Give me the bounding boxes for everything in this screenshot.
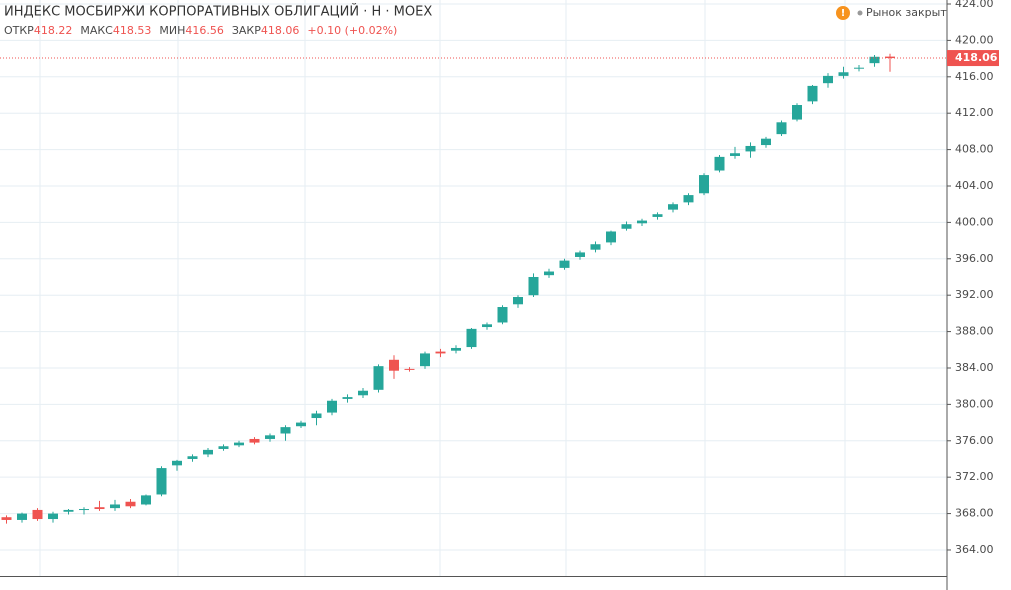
candle-body <box>528 276 539 296</box>
candle-body <box>699 175 709 194</box>
y-tick-label: 384.00 <box>955 361 994 374</box>
candle-body <box>683 195 694 203</box>
y-tick-label: 372.00 <box>955 470 994 483</box>
candle-body <box>311 413 322 419</box>
candle-body <box>807 85 818 102</box>
y-tick-label: 404.00 <box>955 179 994 192</box>
candle-body <box>94 507 105 510</box>
candle-body <box>544 271 554 276</box>
y-tick-label: 380.00 <box>955 397 994 410</box>
candle-body <box>218 446 229 449</box>
legend-close-label: ЗАКР <box>232 24 261 37</box>
legend-change: +0.10 (+0.02%) <box>307 24 397 37</box>
y-tick-label: 400.00 <box>955 215 994 228</box>
y-tick-label: 388.00 <box>955 325 994 338</box>
legend-low-value: 416.56 <box>185 24 224 37</box>
candle-body <box>637 220 647 224</box>
candle-body <box>714 156 725 171</box>
candle-body <box>342 397 353 399</box>
candle-body <box>265 435 275 439</box>
candle-body <box>435 351 446 354</box>
candle-body <box>327 400 337 413</box>
candle-body <box>358 390 368 396</box>
last-price-label: 418.06 <box>955 51 998 64</box>
candle-body <box>187 456 198 459</box>
chart-title: ИНДЕКС МОСБИРЖИ КОРПОРАТИВНЫХ ОБЛИГАЦИЙ … <box>4 4 432 20</box>
candle-body <box>296 422 306 427</box>
legend-open-value: 418.22 <box>34 24 73 37</box>
candle-body <box>559 260 570 268</box>
candle-body <box>1 517 12 520</box>
candle-body <box>280 427 291 434</box>
candle-body <box>792 105 802 120</box>
vertical-grid <box>0 0 947 576</box>
candle-body <box>745 145 756 152</box>
warning-mark: ! <box>841 8 846 19</box>
y-tick-label: 368.00 <box>955 507 994 520</box>
candle-body <box>389 359 399 371</box>
status-dot <box>857 10 863 16</box>
y-tick-label: 412.00 <box>955 106 994 119</box>
market-status: Рынок закрыт <box>866 6 947 19</box>
y-tick-label: 364.00 <box>955 543 994 556</box>
candle-body <box>668 204 678 210</box>
candle-body <box>249 438 260 443</box>
y-tick-label: 376.00 <box>955 434 994 447</box>
candle-body <box>451 347 461 351</box>
candle-body <box>854 67 864 69</box>
last-price-tag <box>947 50 999 67</box>
candle-body <box>575 252 585 257</box>
candle-body <box>63 509 74 512</box>
candle-body <box>32 509 43 520</box>
legend-open-label: ОТКР <box>4 24 34 37</box>
y-tick-label: 396.00 <box>955 252 994 265</box>
candle-body <box>141 495 151 505</box>
candle-body <box>606 231 616 243</box>
candle-body <box>203 449 213 455</box>
candle-body <box>48 513 58 520</box>
y-tick-label: 392.00 <box>955 288 994 301</box>
y-tick-label: 416.00 <box>955 70 994 83</box>
candle-body <box>497 307 508 323</box>
candle-body <box>513 297 523 305</box>
candle-body <box>869 56 880 64</box>
legend-close-value: 418.06 <box>261 24 300 37</box>
candle-body <box>838 72 849 76</box>
y-tick-label: 424.00 <box>955 0 994 10</box>
candle-body <box>172 460 182 466</box>
legend-high-value: 418.53 <box>113 24 152 37</box>
candle-body <box>823 75 833 84</box>
candle-body <box>156 468 167 495</box>
candle-body <box>17 513 27 520</box>
legend-high-label: МАКС <box>80 24 113 37</box>
candle-body <box>234 442 244 446</box>
candle-body <box>79 509 89 511</box>
candle-body <box>590 244 601 250</box>
y-tick-label: 408.00 <box>955 143 994 156</box>
candle-body <box>110 504 120 509</box>
candle-body <box>404 368 415 370</box>
candle-body <box>420 353 430 367</box>
candle-body <box>621 224 632 229</box>
candle-body <box>373 366 384 390</box>
candle-body <box>482 324 492 328</box>
candle-body <box>652 214 663 217</box>
legend-low-label: МИН <box>159 24 185 37</box>
candle-body <box>761 138 771 146</box>
warning-icon[interactable] <box>836 6 850 20</box>
y-tick-label: 420.00 <box>955 33 994 46</box>
candle-body <box>885 56 895 59</box>
candle-body <box>730 153 740 156</box>
candle-body <box>466 328 477 348</box>
candle-body <box>125 501 136 507</box>
candle-body <box>776 122 787 135</box>
